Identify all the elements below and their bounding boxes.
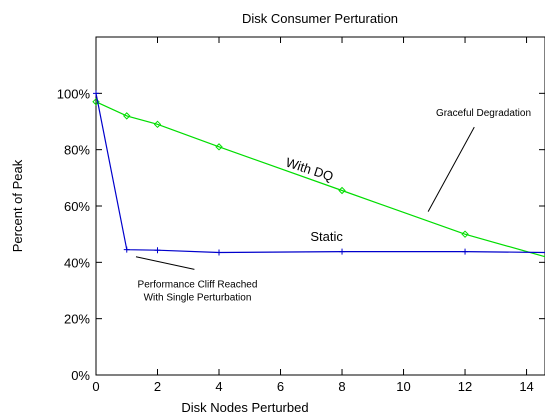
y-tick-label: 0% xyxy=(71,368,90,383)
annotation-graceful-degradation: Graceful Degradation xyxy=(436,108,531,119)
data-point xyxy=(154,247,161,254)
x-tick-label: 10 xyxy=(396,379,410,394)
x-tick-label: 2 xyxy=(154,379,161,394)
x-tick-label: 4 xyxy=(215,379,222,394)
series-layer xyxy=(92,90,545,258)
y-tick-label: 100% xyxy=(57,86,91,101)
annotation-pointer xyxy=(427,126,475,212)
data-point xyxy=(461,230,469,238)
chart-title: Disk Consumer Perturation xyxy=(242,11,398,26)
data-point xyxy=(123,246,130,253)
x-tick-label: 14 xyxy=(519,379,533,394)
x-tick-label: 12 xyxy=(458,379,472,394)
x-axis-title: Disk Nodes Perturbed xyxy=(181,400,308,414)
series-static xyxy=(93,90,545,256)
data-point xyxy=(216,249,223,256)
data-point xyxy=(338,186,346,195)
x-tick-label: 8 xyxy=(338,379,345,394)
x-tick-label: 0 xyxy=(92,379,99,394)
data-point xyxy=(339,248,346,255)
series-with-dq xyxy=(92,98,545,258)
data-point xyxy=(215,143,223,151)
data-point xyxy=(93,90,99,97)
annotation-pointer xyxy=(135,256,195,270)
y-axis-title: Percent of Peak xyxy=(10,159,25,252)
data-point xyxy=(462,248,469,255)
annotation-performance-cliff-line: Performance Cliff Reached xyxy=(138,280,258,291)
x-tick-label: 6 xyxy=(277,379,284,394)
y-tick-label: 60% xyxy=(64,199,90,214)
series-label-with-dq: With DQ xyxy=(284,155,335,184)
axis-ticks: 0 2 4 6 8 10 12 14 0% 20% 40% 60% 80% 100% xyxy=(57,37,545,394)
annotation-performance-cliff-line: With Single Perturbation xyxy=(144,293,252,304)
data-point xyxy=(123,112,131,120)
annotations: With DQ Static Graceful Degradation Perform… xyxy=(135,108,531,304)
y-tick-label: 20% xyxy=(64,312,90,327)
series-line-with-dq xyxy=(95,101,545,258)
data-point xyxy=(153,120,162,129)
plot-area-frame xyxy=(95,36,545,376)
y-tick-label: 40% xyxy=(64,255,90,270)
series-label-static: Static xyxy=(310,229,343,244)
y-tick-label: 80% xyxy=(64,143,90,158)
